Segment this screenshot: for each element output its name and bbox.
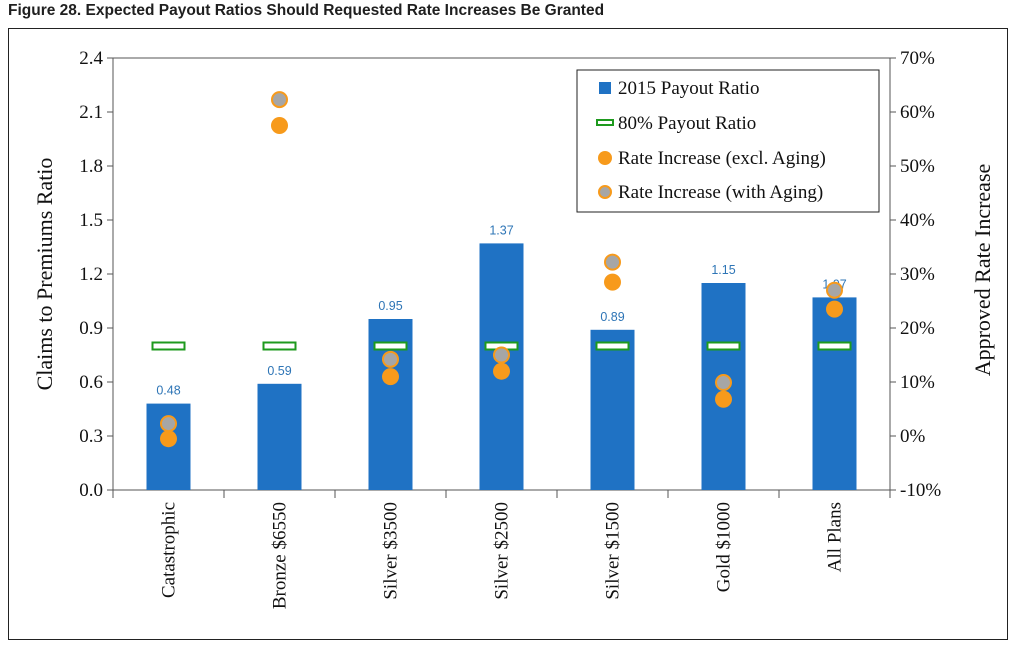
point-with-aging bbox=[604, 253, 621, 271]
x-tick-label: Gold $1000 bbox=[714, 502, 735, 592]
bar-data-label: 0.59 bbox=[267, 364, 291, 378]
figure-title: Figure 28. Expected Payout Ratios Should… bbox=[8, 2, 605, 19]
legend-swatch-payout bbox=[599, 82, 611, 94]
legend-swatch-benchmark bbox=[596, 119, 614, 126]
point-with-aging bbox=[271, 91, 288, 109]
rate-points bbox=[160, 91, 843, 448]
y2-tick-label: -10% bbox=[900, 480, 941, 501]
y-tick-label: 1.2 bbox=[79, 264, 103, 285]
benchmark-marker bbox=[706, 341, 741, 351]
y2-tick-label: 50% bbox=[900, 156, 935, 177]
bar-data-label: 0.48 bbox=[156, 384, 180, 398]
payout-bar bbox=[257, 383, 302, 490]
y2-tick-label: 10% bbox=[900, 372, 935, 393]
benchmark-marker bbox=[817, 341, 852, 351]
y-tick-label: 1.5 bbox=[79, 210, 103, 231]
point-excl-aging bbox=[493, 362, 510, 380]
benchmark-marker bbox=[373, 341, 408, 351]
chart-frame bbox=[8, 28, 1008, 640]
y2-axis-title: Approved Rate Increase bbox=[970, 164, 995, 377]
x-tick-label: Silver $3500 bbox=[381, 502, 402, 600]
y-tick-label: 2.1 bbox=[79, 102, 103, 123]
point-excl-aging bbox=[271, 117, 288, 134]
point-excl-aging bbox=[160, 430, 177, 448]
point-with-aging bbox=[826, 281, 843, 299]
y-tick-label: 2.4 bbox=[79, 48, 103, 69]
legend-swatch-excl-aging bbox=[598, 151, 612, 165]
y-tick-label: 0.9 bbox=[79, 318, 103, 339]
point-with-aging bbox=[715, 374, 732, 392]
x-tick-label: Bronze $6550 bbox=[270, 502, 291, 609]
y2-tick-label: 20% bbox=[900, 318, 935, 339]
y2-tick-label: 60% bbox=[900, 102, 935, 123]
x-tick-label: Silver $2500 bbox=[492, 502, 513, 600]
legend-box bbox=[576, 69, 880, 213]
y2-tick-label: 70% bbox=[900, 48, 935, 69]
y2-tick-label: 30% bbox=[900, 264, 935, 285]
bar-data-label: 1.37 bbox=[489, 223, 513, 237]
point-with-aging bbox=[382, 350, 399, 368]
legend-label-payout: 2015 Payout Ratio bbox=[618, 78, 759, 99]
x-tick-label: Catastrophic bbox=[159, 502, 180, 598]
x-tick-label: Silver $1500 bbox=[603, 502, 624, 600]
benchmark-markers bbox=[151, 341, 852, 351]
point-with-aging bbox=[493, 346, 510, 364]
point-excl-aging bbox=[826, 300, 843, 318]
payout-bar bbox=[812, 297, 857, 490]
legend: 2015 Payout Ratio 80% Payout Ratio Rate … bbox=[576, 69, 880, 213]
y-axis-title: Claims to Premiums Ratio bbox=[32, 158, 57, 391]
payout-bar bbox=[590, 329, 635, 490]
y-axis-ticks: 0.0 0.3 0.6 0.9 1.2 1.5 1.8 2.1 2.4 bbox=[79, 48, 113, 501]
x-axis-ticks: Catastrophic Bronze $6550 Silver $3500 Silv… bbox=[112, 490, 891, 609]
y-tick-label: 0.3 bbox=[79, 426, 103, 447]
bar-data-label: 1.15 bbox=[711, 263, 735, 277]
bar-data-label: 0.89 bbox=[600, 310, 624, 324]
bar-data-label: 0.95 bbox=[378, 299, 402, 313]
benchmark-marker bbox=[151, 341, 186, 351]
legend-label-with-aging: Rate Increase (with Aging) bbox=[618, 182, 823, 203]
point-with-aging bbox=[160, 415, 177, 433]
y2-tick-label: 0% bbox=[900, 426, 926, 447]
benchmark-marker bbox=[262, 341, 297, 351]
x-tick-label: All Plans bbox=[825, 502, 846, 572]
y2-axis-ticks: -10% 0% 10% 20% 30% 40% 50% 60% 70% bbox=[890, 48, 941, 501]
y-tick-label: 1.8 bbox=[79, 156, 103, 177]
point-excl-aging bbox=[604, 273, 621, 291]
y-tick-label: 0.0 bbox=[79, 480, 103, 501]
legend-label-benchmark: 80% Payout Ratio bbox=[618, 113, 756, 134]
point-excl-aging bbox=[382, 368, 399, 386]
point-excl-aging bbox=[715, 390, 732, 408]
benchmark-marker bbox=[595, 341, 630, 351]
y-tick-label: 0.6 bbox=[79, 372, 103, 393]
y2-tick-label: 40% bbox=[900, 210, 935, 231]
legend-swatch-with-aging bbox=[598, 185, 612, 199]
legend-label-excl-aging: Rate Increase (excl. Aging) bbox=[618, 148, 826, 169]
